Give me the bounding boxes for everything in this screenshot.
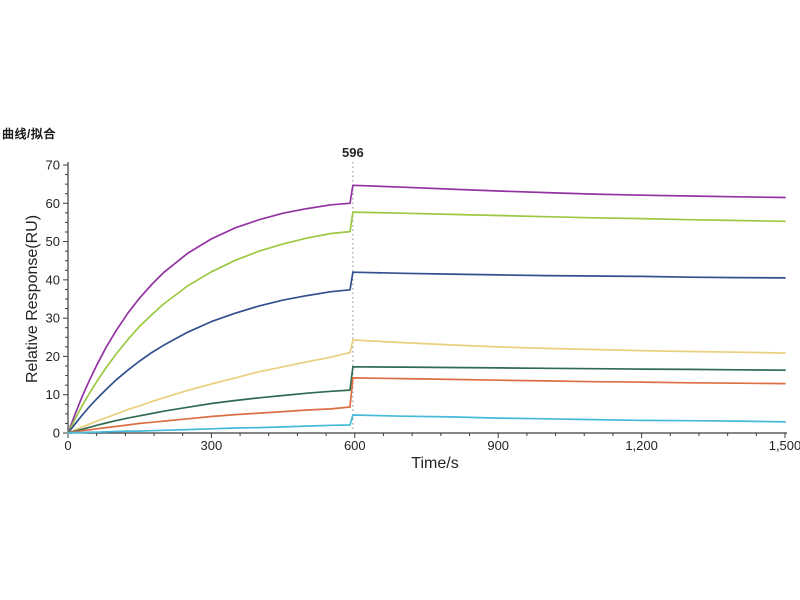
x-tick-label: 1,200 bbox=[625, 438, 658, 453]
series-curve-purple bbox=[67, 184, 786, 434]
series-curve-blue bbox=[67, 271, 786, 434]
x-tick-label: 0 bbox=[64, 438, 71, 453]
x-tick-label: 1,500 bbox=[769, 438, 800, 453]
annotation-label: 596 bbox=[342, 145, 364, 160]
y-tick-label: 20 bbox=[46, 349, 60, 364]
x-tick-label: 600 bbox=[344, 438, 366, 453]
y-tick-label: 40 bbox=[46, 272, 60, 287]
y-axis-title: Relative Response(RU) bbox=[24, 215, 41, 383]
series-curve-yellowgreen bbox=[67, 211, 786, 434]
y-tick-label: 50 bbox=[46, 234, 60, 249]
series-curve-orange bbox=[67, 377, 786, 434]
y-tick-label: 60 bbox=[46, 196, 60, 211]
y-tick-label: 30 bbox=[46, 311, 60, 326]
series-curve-yellow bbox=[67, 339, 786, 434]
y-tick-label: 70 bbox=[46, 158, 60, 173]
x-tick-label: 900 bbox=[487, 438, 509, 453]
x-axis-title: Time/s bbox=[411, 455, 458, 472]
x-tick-label: 300 bbox=[201, 438, 223, 453]
y-tick-label: 10 bbox=[46, 387, 60, 402]
y-tick-label: 0 bbox=[53, 426, 60, 441]
series-curve-darkgreen bbox=[67, 365, 786, 434]
curve-fit-label: 曲线/拟合 bbox=[2, 127, 56, 141]
series-curve-cyan bbox=[67, 414, 786, 434]
plot-generated-layer: 0 10 20 30 40 50 60 70 0 300 600 900 1,200 1,500 bbox=[46, 158, 800, 454]
